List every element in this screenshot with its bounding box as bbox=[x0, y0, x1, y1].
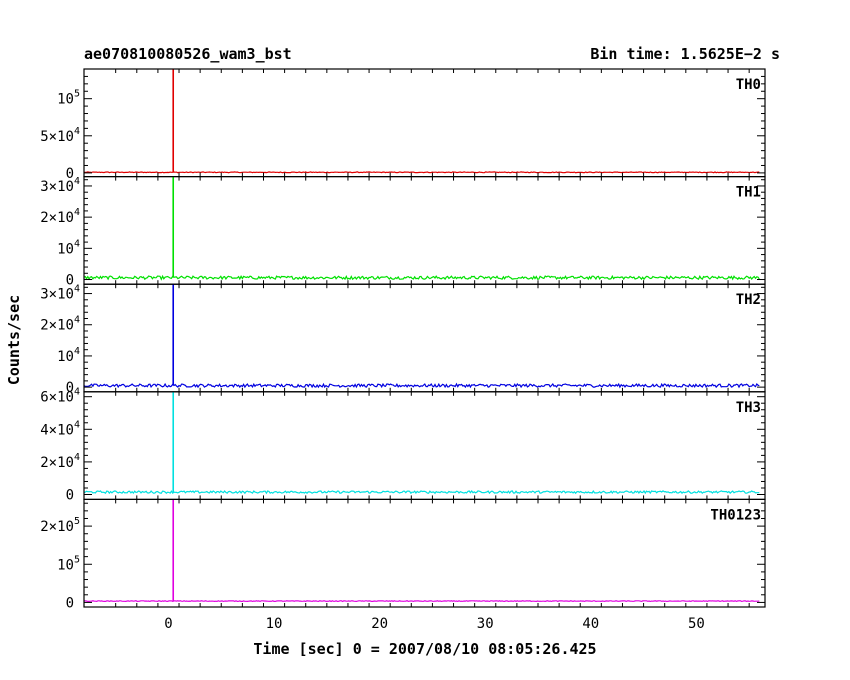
x-tick-label: 40 bbox=[582, 616, 599, 632]
x-tick-label: 30 bbox=[477, 616, 494, 632]
x-tick-label: 0 bbox=[164, 616, 172, 632]
panel-th1: 0 104 2×104 3×104 TH1 bbox=[40, 176, 766, 289]
y-tick-label: 104 bbox=[57, 346, 80, 365]
panel-frame bbox=[83, 176, 766, 285]
panel-label-th0: TH0 bbox=[736, 77, 761, 93]
panel-label-th2: TH2 bbox=[736, 292, 761, 308]
panel-frame bbox=[83, 498, 766, 608]
x-tick-label: 50 bbox=[688, 616, 705, 632]
series-line-th2 bbox=[83, 382, 760, 389]
panel-label-th0123: TH0123 bbox=[710, 507, 761, 523]
x-axis-label: Time [sec] 0 = 2007/08/10 08:05:26.425 bbox=[253, 640, 596, 658]
y-tick-label: 0 bbox=[66, 273, 74, 289]
y-tick-label: 2×104 bbox=[40, 207, 80, 226]
y-tick-label: 0 bbox=[66, 166, 74, 182]
x-tick-label: 20 bbox=[371, 616, 388, 632]
panel-frame bbox=[83, 391, 766, 500]
y-axis-label: Counts/sec bbox=[5, 295, 23, 385]
panel-frame bbox=[83, 68, 766, 178]
chart-title: ae070810080526_wam3_bst bbox=[84, 45, 292, 63]
x-tick-label: 10 bbox=[266, 616, 283, 632]
series-line-th3 bbox=[83, 490, 760, 495]
y-tick-label: 3×104 bbox=[40, 284, 80, 303]
y-tick-label: 105 bbox=[57, 554, 80, 573]
panel-th2: 0 104 2×104 3×104 TH2 bbox=[40, 283, 766, 396]
y-tick-label: 4×104 bbox=[40, 419, 80, 438]
y-tick-label: 105 bbox=[57, 89, 80, 108]
series-line-th0 bbox=[83, 171, 760, 174]
panel-frame bbox=[83, 283, 766, 393]
y-tick-label: 0 bbox=[66, 488, 74, 504]
panel-th0123: 0 105 2×105 TH0123 bbox=[40, 498, 766, 611]
y-tick-label: 2×104 bbox=[40, 452, 80, 471]
panel-th3: 0 2×104 4×104 6×104 TH3 bbox=[40, 387, 766, 504]
y-tick-label: 0 bbox=[66, 380, 74, 396]
panel-th0: 0 5×104 105 TH0 bbox=[40, 68, 766, 182]
panels-group: 0 5×104 105 TH0 0 104 2×104 3×104 TH1 0 104 2×104 3×… bbox=[40, 68, 766, 632]
series-line-th1 bbox=[83, 274, 760, 281]
y-tick-label: 2×104 bbox=[40, 315, 80, 334]
panel-label-th1: TH1 bbox=[736, 185, 761, 201]
panel-label-th3: TH3 bbox=[736, 400, 761, 416]
y-tick-label: 0 bbox=[66, 595, 74, 611]
bin-time-label: Bin time: 1.5625E−2 s bbox=[590, 45, 780, 63]
y-tick-label: 5×104 bbox=[40, 126, 80, 145]
y-tick-label: 6×104 bbox=[40, 387, 80, 406]
y-tick-label: 104 bbox=[57, 238, 80, 257]
y-tick-label: 3×104 bbox=[40, 176, 80, 195]
series-line-th0123 bbox=[83, 600, 760, 603]
y-tick-label: 2×105 bbox=[40, 516, 80, 535]
